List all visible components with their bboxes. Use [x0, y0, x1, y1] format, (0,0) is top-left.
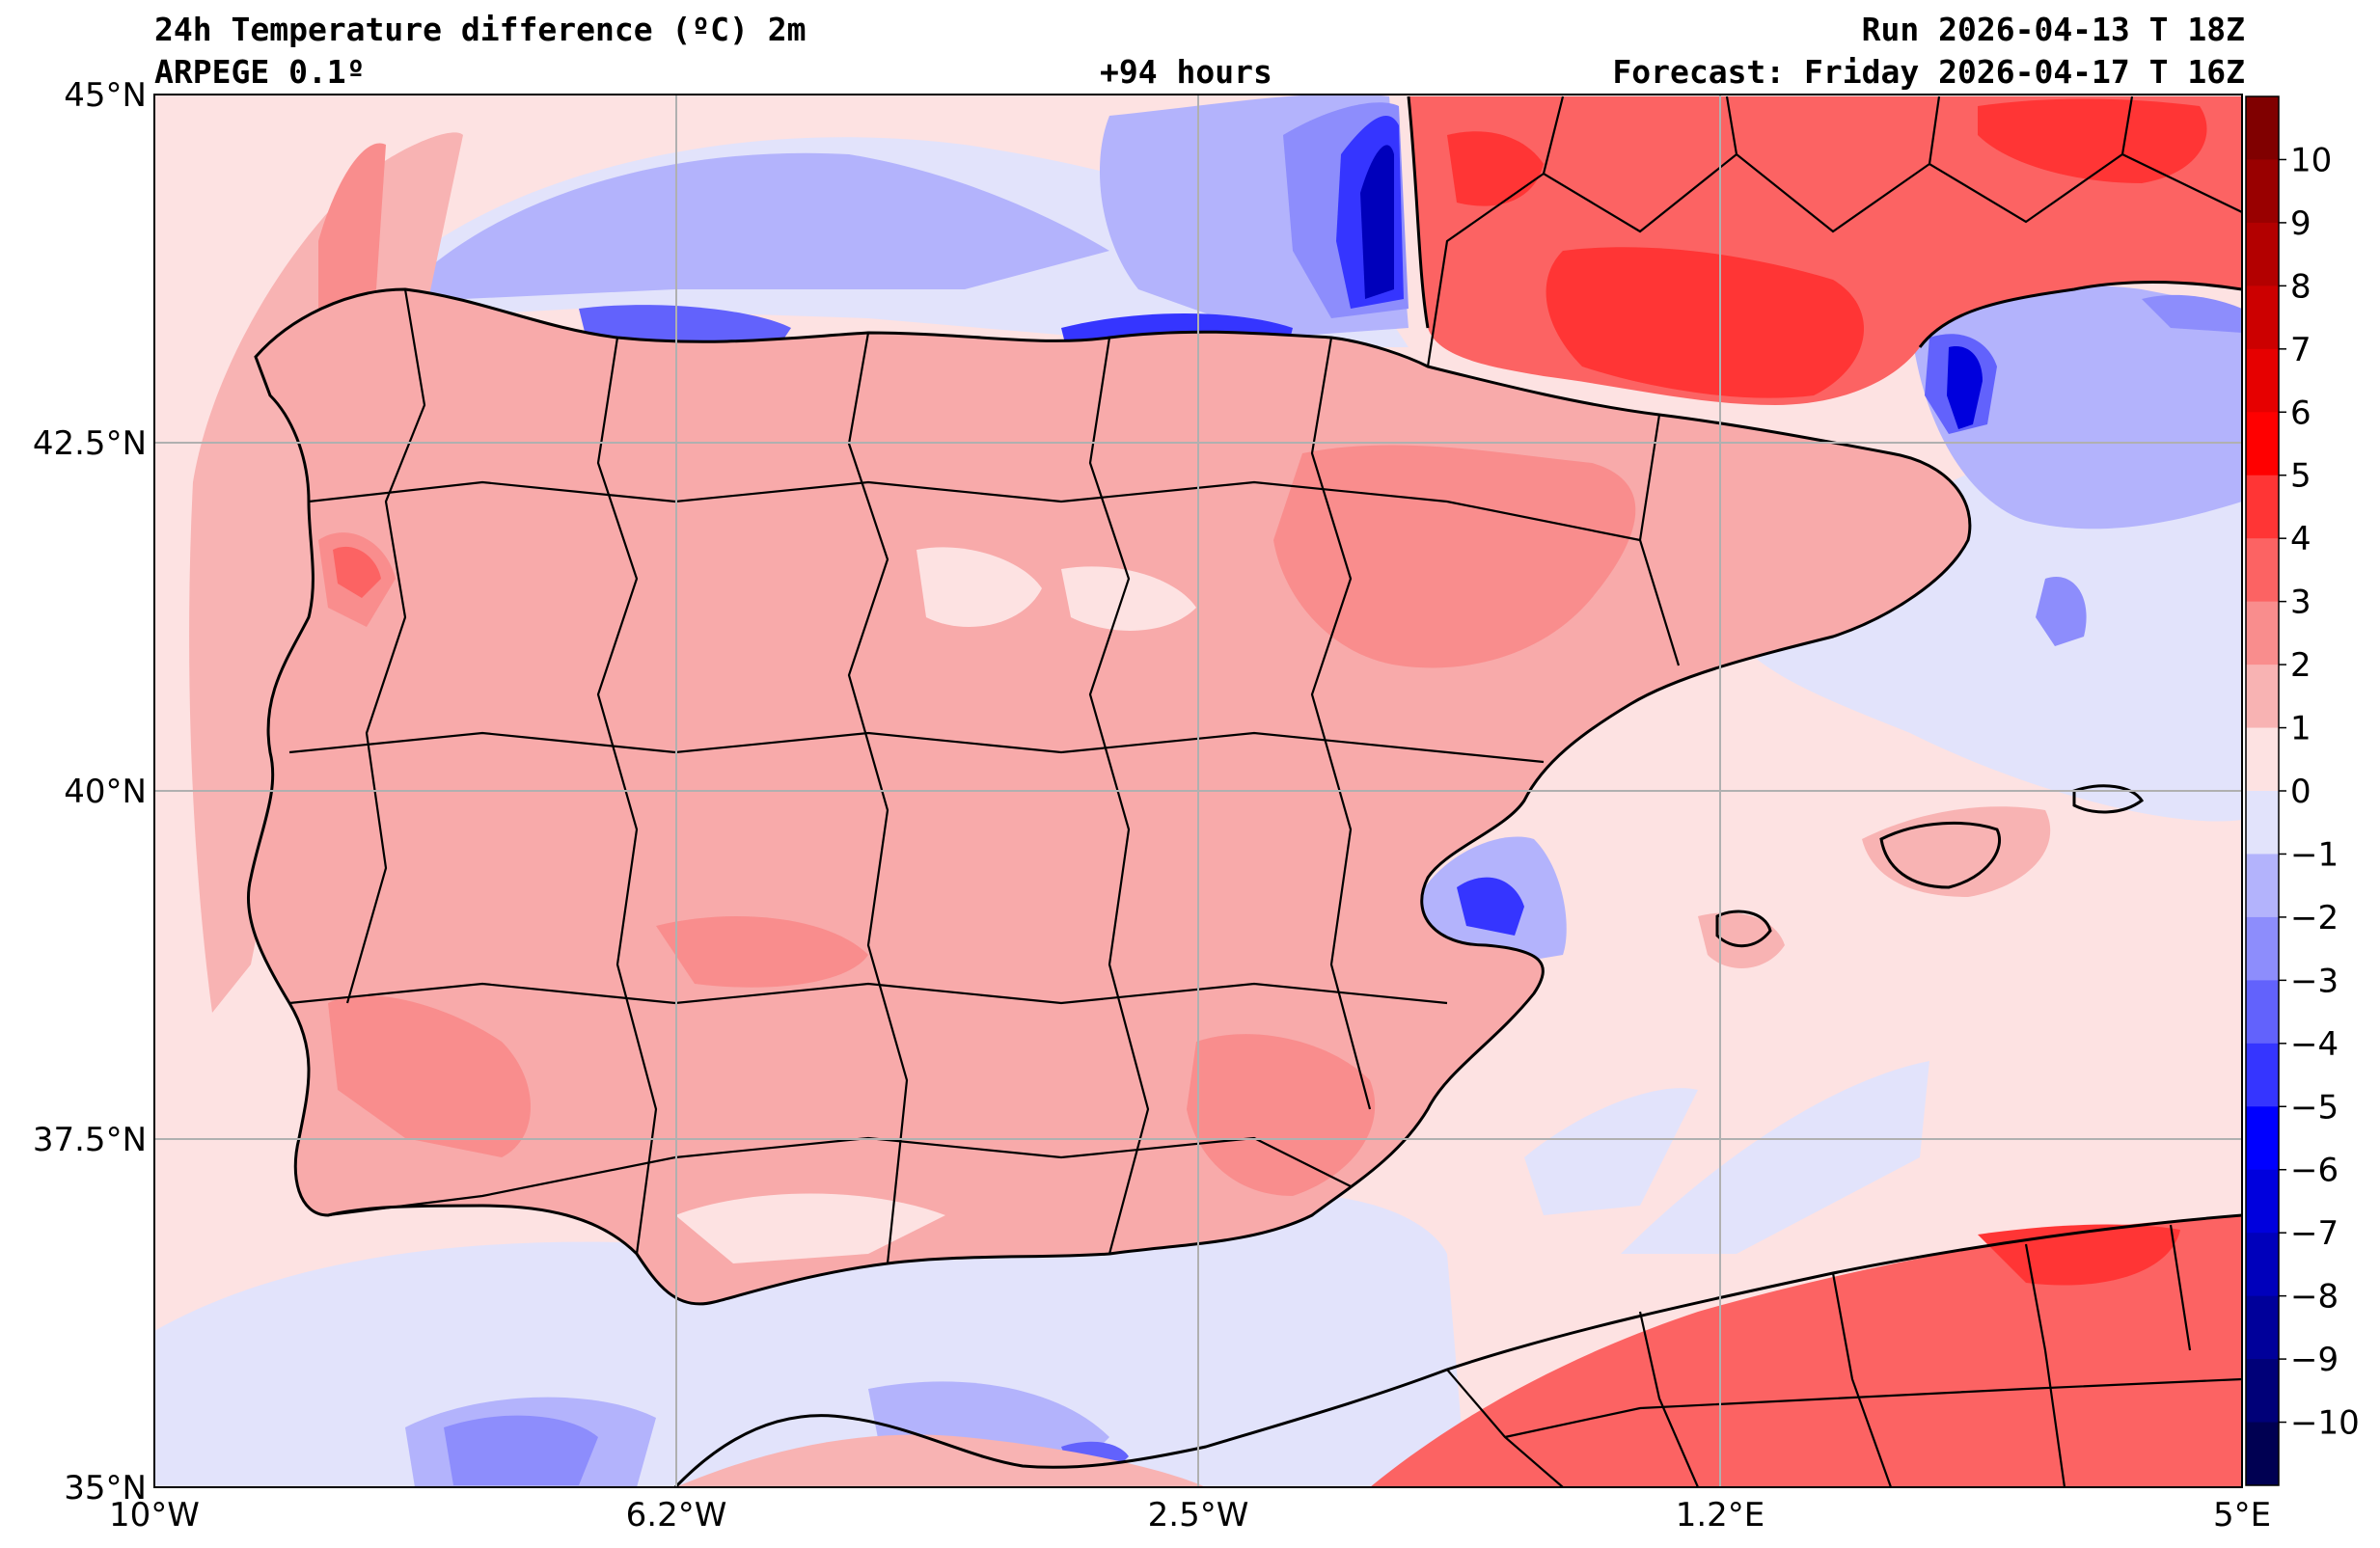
- colorbar-swatch: [2246, 601, 2279, 665]
- latitude-tick-label: 45°N: [64, 76, 147, 115]
- map-gridlines: [154, 95, 2242, 1487]
- map-title: 24h Temperature difference (ºC) 2m: [154, 11, 807, 48]
- colorbar-tick-label: −9: [2290, 1341, 2339, 1379]
- run-time-label: Run 2026-04-13 T 18Z: [1861, 11, 2245, 48]
- colorbar-swatch: [2246, 1233, 2279, 1297]
- map-area: [154, 95, 2242, 1487]
- colorbar-tick-label: 8: [2290, 267, 2312, 306]
- cold-sea-zone: [1457, 877, 1524, 936]
- ibiza-coastline: [1715, 910, 1772, 948]
- latitude-tick-label: 40°N: [64, 773, 147, 811]
- colorbar-swatch: [2246, 412, 2279, 476]
- colorbar-tick-label: 0: [2290, 773, 2312, 811]
- colorbar-tick-label: −3: [2290, 962, 2339, 1000]
- colorbar-tick-label: −2: [2290, 899, 2339, 937]
- cold-sea-zone: [1360, 145, 1394, 299]
- colorbar-swatch: [2246, 1359, 2279, 1424]
- colorbar-tick-label: 2: [2290, 646, 2312, 685]
- colorbar-swatch: [2246, 222, 2279, 286]
- latitude-tick-label: 37.5°N: [33, 1121, 147, 1159]
- colorbar-tick-label: −7: [2290, 1214, 2339, 1253]
- longitude-tick-label: 2.5°W: [1148, 1496, 1249, 1534]
- colorbar-swatch: [2246, 475, 2279, 539]
- colorbar-swatch: [2246, 791, 2279, 855]
- colorbar-tick-label: 5: [2290, 457, 2312, 496]
- warm-land-patch: [1061, 566, 1196, 631]
- latitude-tick-label: 42.5°N: [33, 424, 147, 463]
- cold-sea-zone: [2142, 294, 2242, 333]
- france-hot-patch: [1447, 131, 1544, 206]
- colorbar-swatch: [2246, 916, 2279, 981]
- colorbar-tick-label: 9: [2290, 204, 2312, 243]
- colorbar-tick-label: −8: [2290, 1278, 2339, 1317]
- colorbar-swatch: [2246, 1106, 2279, 1171]
- france-coastline: [1407, 95, 2242, 348]
- colorbar-swatch: [2246, 1169, 2279, 1234]
- warm-land-patch: [675, 1193, 945, 1263]
- cold-sea-zone: [1947, 346, 1983, 429]
- colorbar-tick-label: −4: [2290, 1025, 2339, 1064]
- colorbar-tick-label: −1: [2290, 835, 2339, 874]
- warm-land-patch: [916, 547, 1042, 627]
- latitude-tick-label: 35°N: [64, 1469, 147, 1507]
- colorbar-swatch: [2246, 1295, 2279, 1360]
- colorbar-tick-label: 3: [2290, 584, 2312, 622]
- france-hot-patch: [1978, 98, 2207, 183]
- colorbar-tick-label: −6: [2290, 1152, 2339, 1190]
- latitude-tick-labels: 45°N 42.5°N 40°N 37.5°N 35°N: [33, 76, 147, 1507]
- cold-sea-zone: [444, 1415, 598, 1485]
- mallorca-coastline: [1879, 821, 2001, 889]
- longitude-tick-label: 1.2°E: [1676, 1496, 1765, 1534]
- forecast-time-label: Forecast: Friday 2026-04-17 T 16Z: [1612, 53, 2245, 91]
- map-frame: [153, 94, 2243, 1488]
- warm-land-patch: [328, 995, 531, 1157]
- model-label: ARPEGE 0.1º: [154, 53, 366, 91]
- cold-sea-zone: [405, 152, 1109, 299]
- colorbar-swatch: [2246, 980, 2279, 1045]
- africa-coastline: [673, 1213, 2242, 1487]
- warm-land-patch: [1273, 445, 1636, 668]
- warm-land-patch: [656, 916, 868, 988]
- cold-sea-zone: [2036, 577, 2087, 646]
- region-borders: [288, 95, 2242, 1487]
- colorbar-tick-label: 4: [2290, 520, 2312, 558]
- longitude-tick-label: 10°W: [109, 1496, 200, 1534]
- colorbar-swatch: [2246, 1422, 2279, 1486]
- colorbar-swatch: [2246, 854, 2279, 918]
- cold-sea-zone: [1621, 1061, 1929, 1254]
- warm-land-patch: [333, 546, 381, 598]
- cold-sea-zone: [1910, 285, 2242, 530]
- colorbar-tick-label: 1: [2290, 710, 2312, 748]
- colorbar-tick-label: 6: [2290, 394, 2312, 432]
- iberia-coastline: [246, 287, 1972, 1306]
- colorbar-swatch: [2246, 159, 2279, 224]
- france-hot-patch: [1546, 247, 1865, 398]
- longitude-tick-labels: 10°W 6.2°W 2.5°W 1.2°E 5°E: [109, 1496, 2271, 1534]
- warm-land-patch: [1187, 1034, 1376, 1196]
- lead-time-label: +94 hours: [1100, 53, 1272, 91]
- colorbar-tick-label: −5: [2290, 1088, 2339, 1127]
- longitude-tick-label: 5°E: [2213, 1496, 2271, 1534]
- colorbar-swatch: [2246, 96, 2279, 160]
- colorbar-swatch: [2246, 285, 2279, 350]
- africa-land-field: [675, 1434, 1206, 1487]
- colorbar-swatch: [2246, 348, 2279, 413]
- colorbar-tick-label: 10: [2290, 141, 2332, 179]
- colorbar-tick-label: 7: [2290, 331, 2312, 369]
- colorbar-swatch: [2246, 727, 2279, 792]
- colorbar-swatch: [2246, 538, 2279, 603]
- longitude-tick-label: 6.2°W: [626, 1496, 727, 1534]
- colorbar-swatch: [2246, 665, 2279, 729]
- cold-sea-zone: [1524, 1088, 1698, 1215]
- colorbar-tick-label: −10: [2290, 1404, 2360, 1443]
- menorca-coastline: [2072, 784, 2145, 814]
- colorbar-swatch: [2246, 1043, 2279, 1107]
